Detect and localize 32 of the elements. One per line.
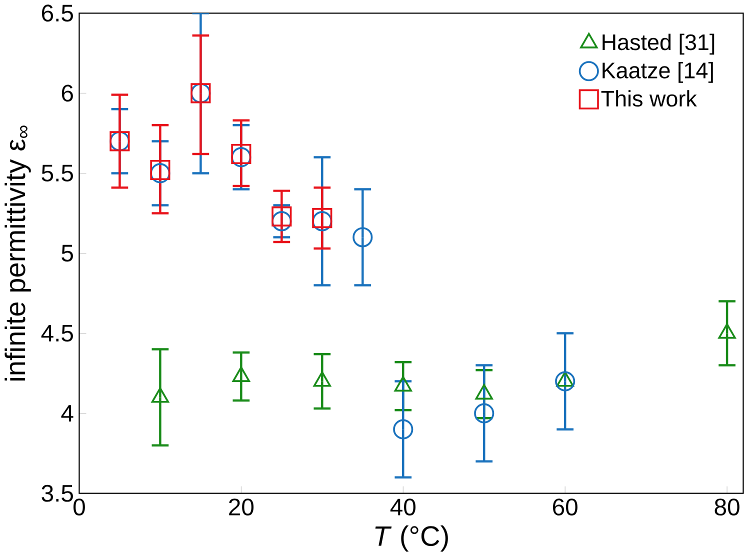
x-tick-label: 40 [390,498,416,516]
point [232,366,250,382]
y-tick-label: 4.5 [41,324,73,342]
x-axis-title: T (°C) [375,525,448,552]
point [475,384,493,400]
legend-label: This work [601,90,697,107]
point [231,147,252,168]
x-tick-label: 20 [229,498,254,516]
x-tick-label: 0 [74,498,85,516]
point [312,208,332,228]
x-tick-label: 80 [714,498,740,516]
point [151,387,170,403]
point [272,211,292,232]
y-tick-label: 5.5 [42,164,73,182]
y-tick-label: 6 [62,84,73,102]
point [150,160,170,180]
y-tick-label: 5 [62,244,73,262]
x-tick-label: 60 [553,498,578,516]
point [718,323,736,339]
point [231,144,252,164]
legend-label: Hasted [31] [602,34,714,55]
point [312,211,332,232]
y-tick-label: 3.5 [42,484,73,502]
point [313,371,331,387]
point [150,163,170,184]
point [394,376,412,392]
point [352,227,373,248]
y-tick-label: 4 [61,404,74,422]
y-tick-label: 6.5 [42,4,73,22]
y-axis-title: infinite permittivity ε$_{∞}$ [4,126,31,380]
point [556,371,574,387]
legend-label: Kaatze [14] [602,62,713,83]
